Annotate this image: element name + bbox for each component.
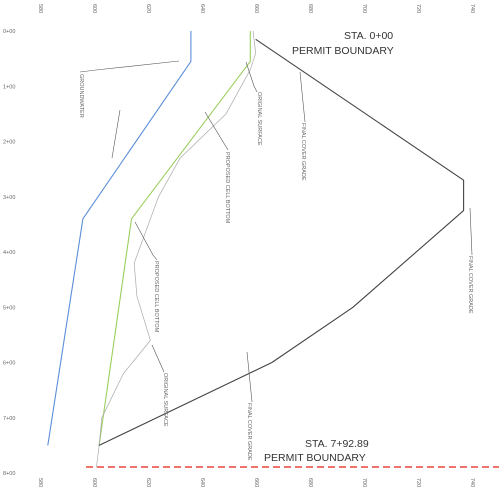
elevation-axis-bottom: 580 600 620 640 660 680 700 720 740 <box>37 478 475 487</box>
elevation-tick-top: 600 <box>91 4 97 13</box>
elevation-tick-bottom: 680 <box>307 478 313 487</box>
cell-bottom-line <box>98 31 251 446</box>
proposed-cell-bottom-label-lower: PROPOSED CELL BOTTOM <box>153 261 159 333</box>
elevation-tick-bottom: 720 <box>415 478 421 487</box>
elevation-tick-top: 700 <box>361 4 367 13</box>
station-tick: 8+00 <box>3 471 15 477</box>
final-cover-grade-label-lower: FINAL COVER GRADE <box>246 403 252 461</box>
elevation-tick-bottom: 660 <box>253 478 259 487</box>
final-cover-grade-label-upper: FINAL COVER GRADE <box>300 123 306 181</box>
elevation-tick-bottom: 620 <box>145 478 151 487</box>
elevation-tick-top: 660 <box>253 4 259 13</box>
station-end-label: STA. 7+92.89 <box>305 438 369 450</box>
station-tick: 3+00 <box>3 195 15 201</box>
elevation-tick-top: 640 <box>199 4 205 13</box>
final-cover-grade-line <box>98 38 465 446</box>
elevation-axis-top: 580 600 620 640 660 680 700 720 740 <box>37 4 475 13</box>
original-surface-label-lower: ORIGINAL SURFACE <box>162 373 168 427</box>
permit-boundary-bottom-label: PERMIT BOUNDARY <box>264 452 366 464</box>
station-tick: 5+00 <box>3 305 15 311</box>
elevation-tick-top: 580 <box>37 4 43 13</box>
elevation-tick-bottom: 740 <box>469 478 475 487</box>
station-tick: 7+00 <box>3 416 15 422</box>
station-tick: 0+00 <box>3 29 15 35</box>
groundwater-line <box>47 31 192 446</box>
station-axis: 0+00 1+00 2+00 3+00 4+00 5+00 6+00 7+00 8+00 <box>3 29 15 477</box>
leader-lines <box>79 60 473 403</box>
original-surface-line <box>96 30 257 468</box>
elevation-tick-bottom: 580 <box>37 478 43 487</box>
elevation-tick-bottom: 600 <box>91 478 97 487</box>
station-tick: 1+00 <box>3 84 15 90</box>
profile-lines <box>47 30 465 468</box>
elevation-tick-top: 740 <box>469 4 475 13</box>
elevation-tick-top: 680 <box>307 4 313 13</box>
station-tick: 2+00 <box>3 140 15 146</box>
proposed-cell-bottom-label-upper: PROPOSED CELL BOTTOM <box>224 152 230 224</box>
groundwater-label: GROUNDWATER <box>78 74 84 118</box>
final-cover-grade-label-right: FINAL COVER GRADE <box>467 256 473 314</box>
station-start-label: STA. 0+00 <box>344 30 393 42</box>
original-surface-label-upper: ORIGINAL SURFACE <box>256 92 262 146</box>
station-tick: 6+00 <box>3 361 15 367</box>
permit-boundary-top-label: PERMIT BOUNDARY <box>292 45 394 57</box>
elevation-tick-bottom: 700 <box>361 478 367 487</box>
elevation-tick-top: 620 <box>145 4 151 13</box>
station-tick: 4+00 <box>3 250 15 256</box>
elevation-tick-bottom: 640 <box>199 478 205 487</box>
elevation-tick-top: 720 <box>415 4 421 13</box>
